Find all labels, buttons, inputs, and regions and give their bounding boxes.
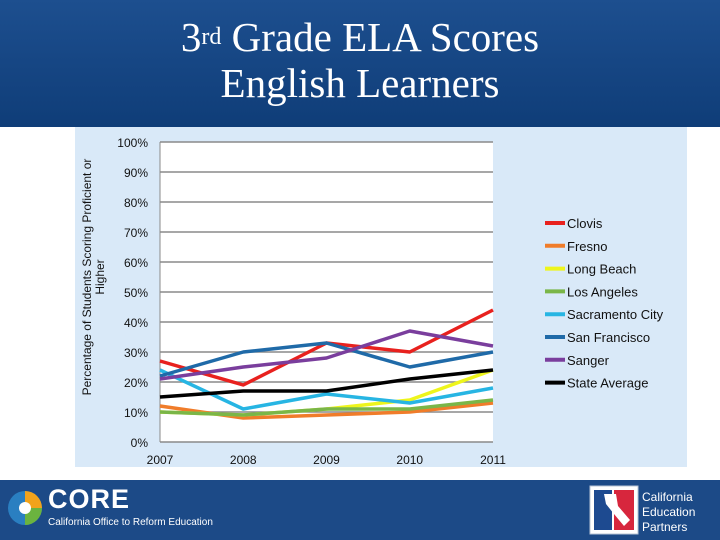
y-tick-label: 30% — [124, 346, 148, 360]
legend-entry: Los Angeles — [567, 284, 638, 299]
legend-entry: Sacramento City — [567, 307, 664, 322]
partner-name-line: Partners — [642, 520, 688, 534]
title-grade-number: 3 — [180, 14, 202, 60]
legend-entry: Fresno — [567, 239, 607, 254]
title-line-1-text: Grade ELA Scores — [221, 14, 540, 60]
legend-entry: Sanger — [567, 353, 610, 368]
x-tick-label: 2008 — [230, 453, 257, 467]
series-line-sanger — [159, 329, 494, 381]
legend-entry: State Average — [567, 376, 648, 391]
series-line-san-francisco — [159, 341, 494, 378]
x-tick-label: 2010 — [396, 453, 423, 467]
series-line-state-average — [159, 368, 494, 399]
y-tick-label: 70% — [124, 226, 148, 240]
legend-entry: San Francisco — [567, 330, 650, 345]
partner-name-line: Education — [642, 505, 696, 519]
title-grade-suffix: rd — [201, 24, 222, 50]
y-tick-label: 10% — [124, 406, 148, 420]
title-line-1: 3rd Grade ELA Scores — [0, 14, 720, 60]
legend-entry: Clovis — [567, 216, 603, 231]
series-line-sacramento-city — [159, 368, 494, 411]
x-tick-label: 2011 — [480, 453, 506, 467]
core-tagline: California Office to Reform Education — [48, 517, 213, 528]
y-tick-label: 90% — [124, 166, 148, 180]
title-banner — [0, 0, 720, 127]
y-tick-label: 0% — [131, 436, 149, 450]
page-title: 3rd Grade ELA Scores English Learners — [0, 14, 720, 106]
title-line-2: English Learners — [220, 60, 500, 106]
y-axis-title: Percentage of Students Scoring Proficien… — [80, 159, 107, 396]
footer-bar — [0, 480, 720, 540]
partner-name-line: California — [642, 490, 693, 504]
series-line-los-angeles — [159, 398, 494, 417]
y-tick-label: 80% — [124, 196, 148, 210]
core-logo-icon — [8, 491, 42, 525]
x-tick-label: 2007 — [147, 453, 174, 467]
y-tick-label: 50% — [124, 286, 148, 300]
partner-name: California Education Partners — [642, 490, 695, 535]
y-tick-label: 100% — [117, 136, 148, 150]
y-tick-label: 60% — [124, 256, 148, 270]
y-tick-label: 40% — [124, 316, 148, 330]
chart-panel: 0% 10% 20% 30% 40% 50% 60% 70% 80% 90% 100% 2007 200… — [75, 127, 687, 467]
legend-entry: Long Beach — [567, 262, 636, 277]
california-education-partners-logo-icon — [589, 485, 639, 535]
core-logo-text: CORE — [48, 484, 131, 514]
x-tick-label: 2009 — [313, 453, 340, 467]
line-chart: 0% 10% 20% 30% 40% 50% 60% 70% 80% 90% 100% 2007 200… — [80, 136, 664, 467]
y-tick-label: 20% — [124, 376, 148, 390]
